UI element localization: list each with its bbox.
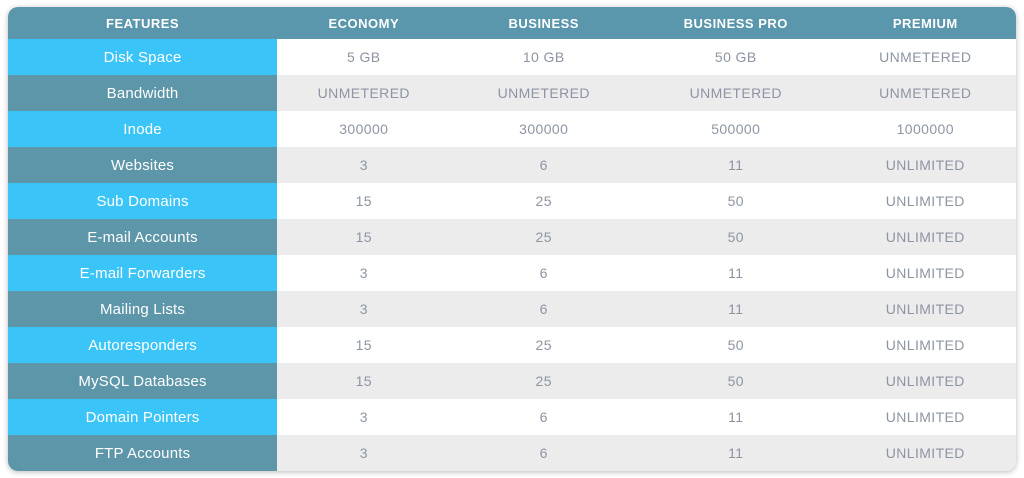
value-cell: 3 bbox=[277, 291, 451, 327]
value-cell: 25 bbox=[450, 183, 637, 219]
value-cell: 15 bbox=[277, 363, 451, 399]
feature-cell-e-mail-forwarders: E-mail Forwarders bbox=[8, 255, 278, 291]
feature-cell-mysql-databases: MySQL Databases bbox=[8, 363, 278, 399]
value-cell: UNLIMITED bbox=[834, 255, 1016, 291]
value-cell: 3 bbox=[277, 399, 451, 435]
table-row: Domain Pointers 3 6 11 UNLIMITED bbox=[8, 399, 1016, 435]
value-cell: 300000 bbox=[450, 111, 637, 147]
value-cell: UNLIMITED bbox=[834, 363, 1016, 399]
feature-cell-sub-domains: Sub Domains bbox=[8, 183, 278, 219]
value-cell: 50 bbox=[636, 327, 835, 363]
value-cell: UNMETERED bbox=[834, 39, 1016, 75]
value-cell: UNLIMITED bbox=[834, 147, 1016, 183]
value-cell: 6 bbox=[450, 255, 637, 291]
value-cell: 11 bbox=[636, 147, 835, 183]
table-row: Sub Domains 15 25 50 UNLIMITED bbox=[8, 183, 1016, 219]
feature-cell-mailing-lists: Mailing Lists bbox=[8, 291, 278, 327]
value-cell: 6 bbox=[450, 291, 637, 327]
value-cell: UNLIMITED bbox=[834, 183, 1016, 219]
value-cell: 3 bbox=[277, 255, 451, 291]
value-cell: 15 bbox=[277, 327, 451, 363]
value-cell: 15 bbox=[277, 183, 451, 219]
value-cell: 6 bbox=[450, 435, 637, 471]
value-cell: 25 bbox=[450, 327, 637, 363]
value-cell: 25 bbox=[450, 219, 637, 255]
table-row: FTP Accounts 3 6 11 UNLIMITED bbox=[8, 435, 1016, 471]
column-header-business-pro: BUSINESS PRO bbox=[636, 7, 835, 39]
column-header-premium: PREMIUM bbox=[834, 7, 1016, 39]
feature-cell-ftp-accounts: FTP Accounts bbox=[8, 435, 278, 471]
value-cell: UNMETERED bbox=[636, 75, 835, 111]
value-cell: 25 bbox=[450, 363, 637, 399]
value-cell: UNLIMITED bbox=[834, 219, 1016, 255]
value-cell: UNLIMITED bbox=[834, 291, 1016, 327]
value-cell: UNLIMITED bbox=[834, 327, 1016, 363]
value-cell: 6 bbox=[450, 399, 637, 435]
feature-cell-disk-space: Disk Space bbox=[8, 39, 278, 75]
value-cell: 11 bbox=[636, 291, 835, 327]
header-row: FEATURES ECONOMY BUSINESS BUSINESS PRO PREMI… bbox=[8, 7, 1016, 39]
value-cell: 10 GB bbox=[450, 39, 637, 75]
table-row: Inode 300000 300000 500000 1000000 bbox=[8, 111, 1016, 147]
column-header-business: BUSINESS bbox=[450, 7, 637, 39]
value-cell: 6 bbox=[450, 147, 637, 183]
feature-cell-websites: Websites bbox=[8, 147, 278, 183]
value-cell: UNLIMITED bbox=[834, 399, 1016, 435]
value-cell: 50 bbox=[636, 183, 835, 219]
feature-cell-autoresponders: Autoresponders bbox=[8, 327, 278, 363]
table-row: Autoresponders 15 25 50 UNLIMITED bbox=[8, 327, 1016, 363]
value-cell: 50 bbox=[636, 219, 835, 255]
value-cell: 3 bbox=[277, 435, 451, 471]
table-row: Websites 3 6 11 UNLIMITED bbox=[8, 147, 1016, 183]
value-cell: 15 bbox=[277, 219, 451, 255]
value-cell: 11 bbox=[636, 399, 835, 435]
features-comparison-table: FEATURES ECONOMY BUSINESS BUSINESS PRO PREMI… bbox=[8, 7, 1016, 471]
value-cell: 11 bbox=[636, 255, 835, 291]
feature-cell-bandwidth: Bandwidth bbox=[8, 75, 278, 111]
value-cell: 50 GB bbox=[636, 39, 835, 75]
table-row: MySQL Databases 15 25 50 UNLIMITED bbox=[8, 363, 1016, 399]
table-row: Disk Space 5 GB 10 GB 50 GB UNMETERED bbox=[8, 39, 1016, 75]
feature-cell-inode: Inode bbox=[8, 111, 278, 147]
column-header-features: FEATURES bbox=[8, 7, 278, 39]
table-row: Mailing Lists 3 6 11 UNLIMITED bbox=[8, 291, 1016, 327]
value-cell: UNLIMITED bbox=[834, 435, 1016, 471]
column-header-economy: ECONOMY bbox=[277, 7, 451, 39]
value-cell: 300000 bbox=[277, 111, 451, 147]
table-row: E-mail Accounts 15 25 50 UNLIMITED bbox=[8, 219, 1016, 255]
value-cell: 3 bbox=[277, 147, 451, 183]
value-cell: 50 bbox=[636, 363, 835, 399]
value-cell: 5 GB bbox=[277, 39, 451, 75]
value-cell: 11 bbox=[636, 435, 835, 471]
value-cell: UNMETERED bbox=[450, 75, 637, 111]
pricing-table: FEATURES ECONOMY BUSINESS BUSINESS PRO PREMI… bbox=[8, 7, 1016, 471]
table-row: Bandwidth UNMETERED UNMETERED UNMETERED UNME… bbox=[8, 75, 1016, 111]
feature-cell-domain-pointers: Domain Pointers bbox=[8, 399, 278, 435]
value-cell: UNMETERED bbox=[277, 75, 451, 111]
feature-cell-e-mail-accounts: E-mail Accounts bbox=[8, 219, 278, 255]
value-cell: 500000 bbox=[636, 111, 835, 147]
value-cell: UNMETERED bbox=[834, 75, 1016, 111]
value-cell: 1000000 bbox=[834, 111, 1016, 147]
table-row: E-mail Forwarders 3 6 11 UNLIMITED bbox=[8, 255, 1016, 291]
